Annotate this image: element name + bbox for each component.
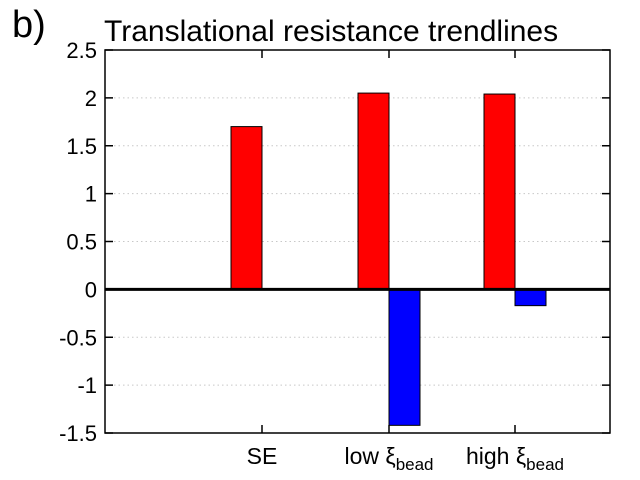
y-tick-label: 0.5 [66,230,97,255]
chart-title: Translational resistance trendlines [104,15,558,48]
x-tick-label: SE [247,443,278,469]
y-tick-label: 2 [85,86,97,111]
bar-series1-2 [483,93,516,290]
bar-series1-0 [230,126,263,290]
y-axis-ticks: 2.5 2 1.5 1 0.5 0 -0.5 -1 -1.5 [59,38,610,446]
y-tick-label: -1.5 [59,421,97,446]
x-axis-labels: SE low ξbead high ξbead [247,50,564,474]
y-tick-label: 1 [85,182,97,207]
bar-series2-1 [388,288,421,426]
bars [230,92,547,426]
y-tick-label: 2.5 [66,38,97,63]
y-tick-label: 1.5 [66,134,97,159]
bar-series2-2 [514,288,547,307]
panel-label: b) [12,4,46,46]
bar-series1-1 [357,92,390,290]
x-tick-label: high ξbead [466,443,564,474]
x-tick-label: low ξbead [344,443,433,474]
y-tick-label: -1 [77,373,97,398]
y-tick-label: -0.5 [59,325,97,350]
y-tick-label: 0 [85,277,97,302]
